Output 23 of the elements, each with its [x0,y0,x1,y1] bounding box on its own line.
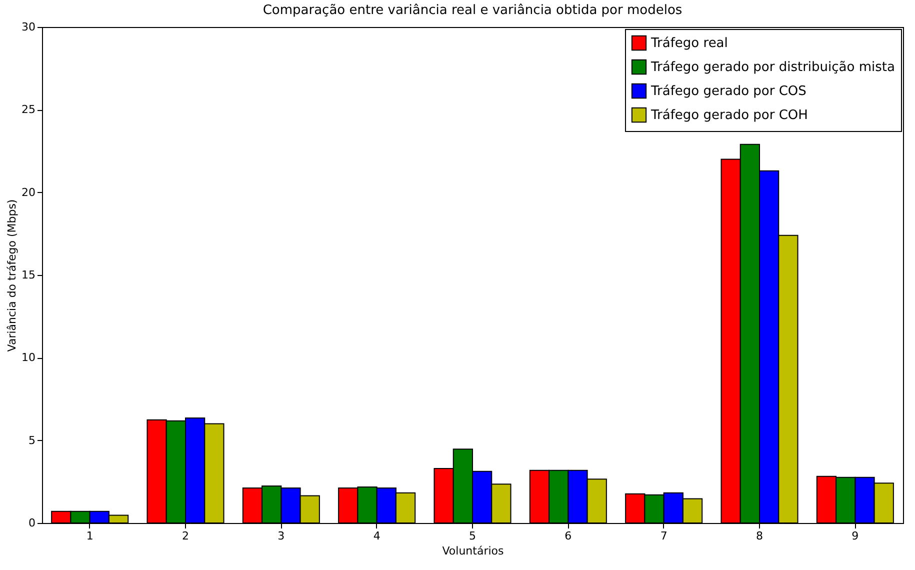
y-tick-label: 5 [28,434,36,447]
legend-label: Tráfego real [650,36,728,51]
legend-label: Tráfego gerado por COH [650,108,808,123]
y-tick-label: 15 [22,268,36,282]
chart-title: Comparação entre variância real e variância obtida por modelos [262,3,682,18]
y-axis-title: Variância do tráfego (Mbps) [6,199,19,352]
x-tick-label: 2 [182,530,189,542]
x-tick-label: 6 [564,530,572,542]
x-tick-label: 4 [373,530,380,542]
x-tick-label: 1 [86,530,94,542]
x-tick-label: 7 [660,530,668,542]
x-axis-title: Voluntários [442,544,504,558]
x-tick-label: 8 [756,530,763,542]
legend-label: Tráfego gerado por distribuição mista [650,60,895,75]
x-tick-label: 5 [469,530,476,542]
y-tick-label: 10 [22,351,36,364]
y-tick-label: 20 [22,186,36,199]
x-tick-label: 3 [278,530,285,542]
y-tick-label: 30 [22,20,36,34]
y-tick-label: 0 [28,516,36,530]
y-tick-label: 25 [22,103,36,116]
x-tick-label: 9 [852,530,859,542]
legend-label: Tráfego gerado por COS [650,84,806,99]
